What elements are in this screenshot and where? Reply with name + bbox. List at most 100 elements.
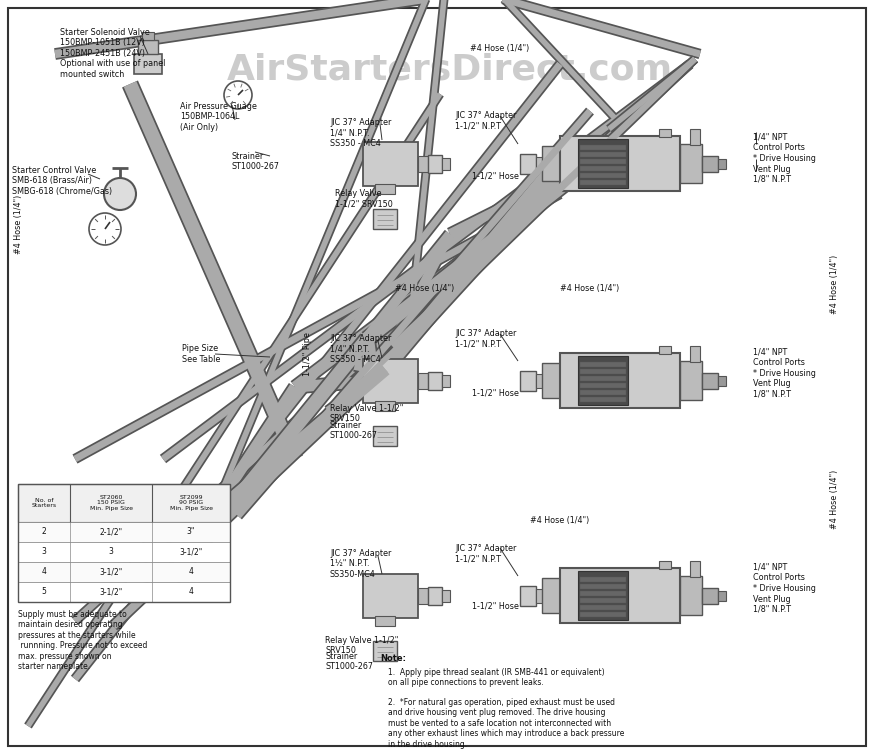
Bar xyxy=(373,426,397,446)
Bar xyxy=(536,589,545,603)
Bar xyxy=(718,591,726,601)
Bar xyxy=(442,158,450,170)
Bar xyxy=(580,397,626,402)
Bar xyxy=(580,383,626,388)
Bar xyxy=(580,369,626,374)
Bar xyxy=(18,542,230,562)
Bar xyxy=(18,582,230,602)
Text: JIC 37° Adapter
1-1/2" N.P.T: JIC 37° Adapter 1-1/2" N.P.T xyxy=(455,111,517,130)
Bar xyxy=(560,353,680,408)
Bar xyxy=(560,568,680,623)
Bar xyxy=(18,562,230,582)
Bar xyxy=(542,363,560,398)
Text: * Drive Housing
Vent Plug
1/8" N.P.T: * Drive Housing Vent Plug 1/8" N.P.T xyxy=(753,369,815,399)
Circle shape xyxy=(89,213,121,245)
Bar xyxy=(442,375,450,387)
Text: JIC 37° Adapter
1-1/2" N.P.T: JIC 37° Adapter 1-1/2" N.P.T xyxy=(455,544,517,563)
Text: 1/4" NPT
Control Ports: 1/4" NPT Control Ports xyxy=(753,562,805,581)
Text: No. of
Starters: No. of Starters xyxy=(31,498,57,508)
Bar xyxy=(680,144,702,183)
Bar xyxy=(580,584,626,589)
Text: Strainer
ST1000-267: Strainer ST1000-267 xyxy=(232,152,280,171)
Bar xyxy=(580,591,626,596)
Bar xyxy=(428,155,442,173)
Bar xyxy=(18,484,230,522)
Bar xyxy=(375,401,395,411)
Bar xyxy=(560,136,680,191)
Bar xyxy=(659,561,671,569)
Text: Relay Valve
1-1/2" SRV150: Relay Valve 1-1/2" SRV150 xyxy=(335,189,392,208)
Text: 3: 3 xyxy=(108,547,114,556)
Bar xyxy=(580,180,626,185)
Text: 1.  Apply pipe thread sealant (IR SMB-441 or equivalent)
on all pipe connections: 1. Apply pipe thread sealant (IR SMB-441… xyxy=(388,668,605,688)
Text: 1-1/2" Hose: 1-1/2" Hose xyxy=(472,388,518,397)
Bar xyxy=(580,152,626,157)
Bar xyxy=(690,346,700,362)
Text: 5: 5 xyxy=(42,587,46,596)
Circle shape xyxy=(104,178,136,210)
Bar xyxy=(580,577,626,582)
Bar xyxy=(363,142,418,186)
Bar xyxy=(578,139,628,188)
Text: 2: 2 xyxy=(42,528,46,537)
Bar xyxy=(680,576,702,615)
Text: 3-1/2": 3-1/2" xyxy=(100,587,122,596)
Bar xyxy=(418,373,428,389)
Text: #4 Hose (1/4"): #4 Hose (1/4") xyxy=(830,254,840,314)
Text: JIC 37° Adapter
1/4" N.P.T.
SS350 - MC4: JIC 37° Adapter 1/4" N.P.T. SS350 - MC4 xyxy=(330,118,392,148)
Bar xyxy=(18,484,230,602)
Bar xyxy=(580,159,626,164)
Text: Air Pressure Guage
150BMP-1064L
(Air Only): Air Pressure Guage 150BMP-1064L (Air Onl… xyxy=(180,102,257,132)
Bar xyxy=(659,129,671,137)
Text: JIC 37° Adapter
1/4" N.P.T.
SS350 - MC4: JIC 37° Adapter 1/4" N.P.T. SS350 - MC4 xyxy=(330,334,392,363)
Bar xyxy=(520,586,536,606)
Text: JIC 37° Adapter
1-1/2" N.P.T: JIC 37° Adapter 1-1/2" N.P.T xyxy=(455,329,517,348)
Bar xyxy=(580,605,626,610)
Text: Pipe Size
See Table: Pipe Size See Table xyxy=(182,345,220,363)
Text: 3-1/2": 3-1/2" xyxy=(179,547,203,556)
Bar xyxy=(542,578,560,613)
Bar xyxy=(375,184,395,194)
Text: 4: 4 xyxy=(189,587,193,596)
Text: ST2099
90 PSIG
Min. Pipe Size: ST2099 90 PSIG Min. Pipe Size xyxy=(170,495,212,511)
Bar xyxy=(373,641,397,661)
Text: 2.  *For natural gas operation, piped exhaust must be used
and drive housing ven: 2. *For natural gas operation, piped exh… xyxy=(388,698,624,749)
Text: 4: 4 xyxy=(189,568,193,577)
Bar xyxy=(702,588,718,604)
Text: 2-1/2": 2-1/2" xyxy=(100,528,122,537)
Bar xyxy=(428,372,442,390)
Bar xyxy=(18,522,230,542)
Bar xyxy=(442,590,450,602)
Bar xyxy=(520,154,536,174)
Text: 3-1/2": 3-1/2" xyxy=(100,568,122,577)
Text: 4: 4 xyxy=(42,568,46,577)
Text: Strainer
ST1000-267: Strainer ST1000-267 xyxy=(330,421,378,440)
Bar xyxy=(580,166,626,171)
Text: #4 Hose (1/4"): #4 Hose (1/4") xyxy=(13,195,23,253)
Text: #4 Hose (1/4"): #4 Hose (1/4") xyxy=(830,470,840,529)
Text: #4 Hose (1/4"): #4 Hose (1/4") xyxy=(395,284,454,293)
Text: 1/4" NPT
Control Ports: 1/4" NPT Control Ports xyxy=(753,348,805,366)
Text: 1-1/2" Hose: 1-1/2" Hose xyxy=(472,602,518,611)
Bar xyxy=(520,371,536,391)
Bar xyxy=(375,616,395,626)
Text: Supply must be adequate to
maintain desired operating
pressures at the starters : Supply must be adequate to maintain desi… xyxy=(18,610,148,671)
Text: 1-1/2" Pipe: 1-1/2" Pipe xyxy=(303,332,313,376)
Bar xyxy=(580,173,626,178)
Bar xyxy=(690,561,700,577)
Text: 1/4" NPT
Control Ports: 1/4" NPT Control Ports xyxy=(753,132,805,152)
Bar xyxy=(536,374,545,388)
Text: Relay Valve 1-1/2"
SRV150: Relay Valve 1-1/2" SRV150 xyxy=(325,636,399,655)
Text: Note:: Note: xyxy=(380,654,406,663)
Bar xyxy=(134,54,162,74)
Bar xyxy=(580,362,626,367)
Bar xyxy=(363,574,418,618)
Bar xyxy=(702,373,718,389)
Text: Strainer
ST1000-267: Strainer ST1000-267 xyxy=(325,652,373,671)
Bar xyxy=(580,390,626,395)
Bar xyxy=(702,156,718,172)
Text: 3": 3" xyxy=(187,528,195,537)
Bar xyxy=(580,598,626,603)
Bar xyxy=(690,129,700,145)
Bar xyxy=(418,588,428,604)
